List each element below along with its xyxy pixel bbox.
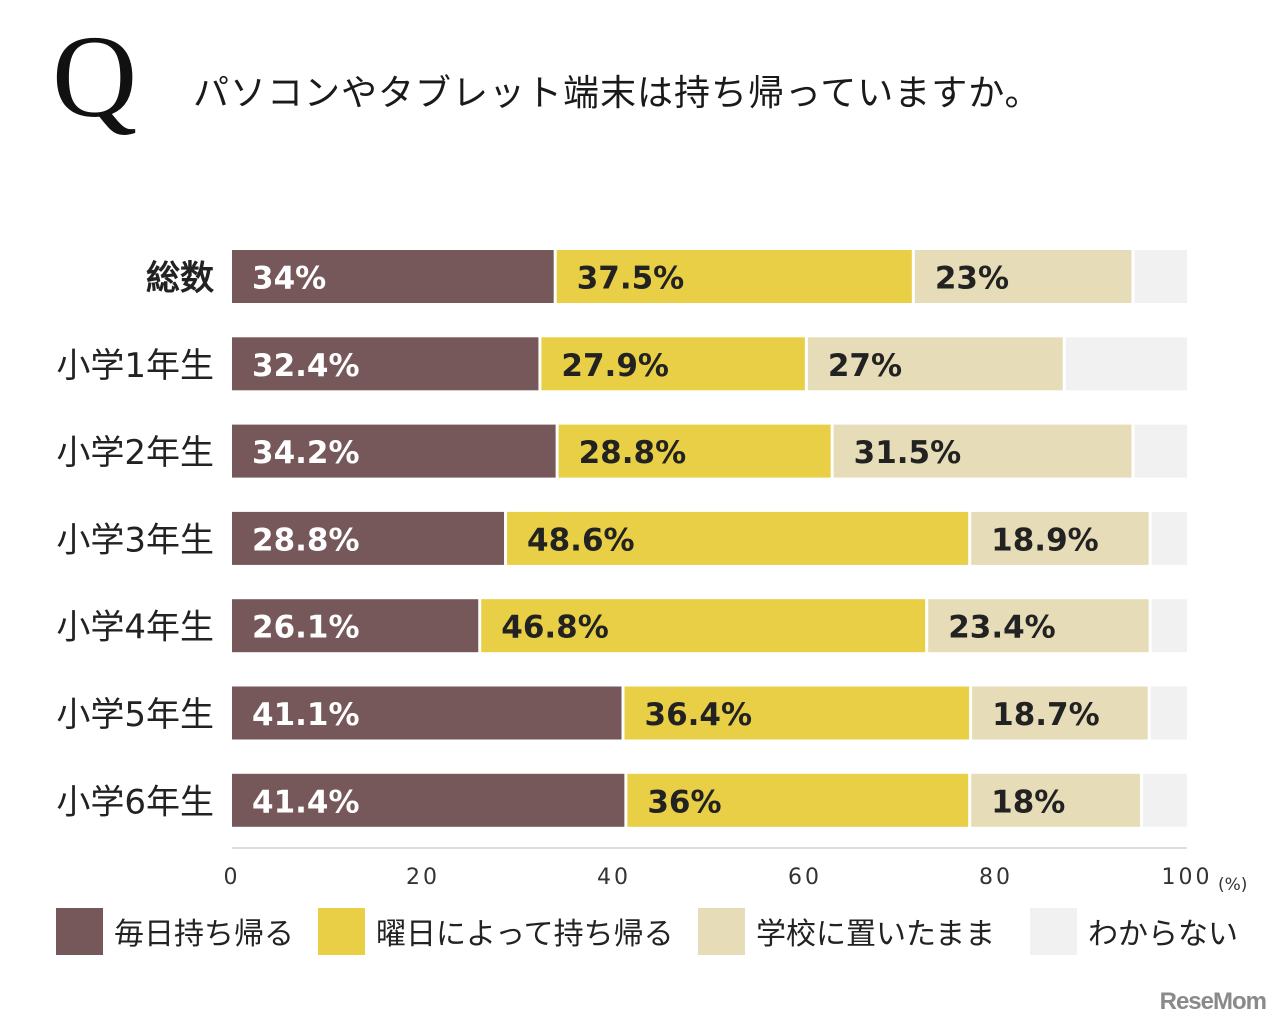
x-unit-label: (%)	[1218, 875, 1247, 895]
category-label: 小学5年生	[56, 695, 214, 735]
bar-segment	[833, 424, 1132, 478]
bar-segment	[481, 599, 926, 653]
bar-segment	[556, 250, 912, 303]
x-tick-label: 40	[597, 865, 631, 890]
bar-segment	[972, 686, 1148, 740]
category-label: 小学6年生	[56, 782, 214, 822]
data-label: 32.4%	[252, 348, 360, 384]
data-label: 23%	[935, 261, 1009, 297]
bar-segment	[1134, 424, 1187, 478]
x-tick-label: 20	[406, 865, 440, 890]
bar-segment	[1151, 511, 1187, 565]
legend-swatch	[1030, 908, 1077, 955]
data-label: 46.8%	[501, 610, 609, 646]
bar-segment	[1150, 686, 1187, 740]
bar-segment	[914, 250, 1132, 303]
data-label: 34.2%	[252, 435, 360, 471]
bar-segment	[232, 511, 505, 565]
bar-segment	[232, 686, 622, 740]
bar-segment	[1065, 337, 1187, 391]
x-tick-label: 60	[788, 865, 822, 890]
data-label: 18.9%	[991, 522, 1099, 558]
data-label: 36.4%	[645, 697, 753, 733]
bar-segment	[928, 599, 1149, 653]
bar-segment	[232, 424, 556, 478]
resemom-logo: ReseMom	[1159, 988, 1267, 1015]
data-label: 34%	[252, 261, 326, 297]
data-label: 31.5%	[854, 435, 962, 471]
legend-swatch	[318, 908, 365, 955]
data-label: 26.1%	[252, 610, 360, 646]
chart-title: パソコンやタブレット端末は持ち帰っていますか。	[193, 73, 1042, 114]
bar-segment	[971, 511, 1149, 565]
bar-segment	[232, 337, 539, 391]
category-label: 小学3年生	[56, 520, 214, 560]
category-label: 小学1年生	[56, 346, 214, 386]
data-label: 41.4%	[252, 784, 360, 820]
bar-segment	[232, 773, 625, 827]
bar-segment	[558, 424, 831, 478]
x-tick-label: 100	[1162, 865, 1213, 890]
question-mark: Q	[52, 11, 138, 142]
category-label: 総数	[146, 259, 214, 299]
bar-segment	[627, 773, 969, 827]
bar-segment	[507, 511, 969, 565]
legend-swatch	[698, 908, 745, 955]
data-label: 23.4%	[948, 610, 1056, 646]
data-label: 27.9%	[561, 348, 669, 384]
bar-segment	[624, 686, 970, 740]
data-label: 48.6%	[527, 522, 635, 558]
bar-segment	[1151, 599, 1187, 653]
legend-label: 曜日によって持ち帰る	[376, 917, 674, 952]
bar-segment	[807, 337, 1063, 391]
bar-segment	[1143, 773, 1187, 827]
data-label: 37.5%	[577, 261, 685, 297]
legend-swatch	[56, 908, 103, 955]
legend-label: 毎日持ち帰る	[114, 917, 294, 952]
category-label: 小学2年生	[56, 433, 214, 473]
data-label: 28.8%	[252, 522, 360, 558]
data-label: 28.8%	[579, 435, 687, 471]
legend-label: わからない	[1088, 917, 1238, 952]
data-label: 36%	[647, 784, 721, 820]
bar-segment	[541, 337, 805, 391]
bar-segment	[1134, 250, 1187, 303]
data-label: 27%	[828, 348, 902, 384]
bar-segment	[232, 599, 479, 653]
category-label: 小学4年生	[56, 608, 214, 648]
data-label: 18.7%	[992, 697, 1100, 733]
bar-segment	[971, 773, 1141, 827]
x-tick-label: 0	[224, 865, 241, 890]
legend-label: 学校に置いたまま	[756, 917, 995, 952]
data-label: 41.1%	[252, 697, 360, 733]
bar-segment	[232, 250, 554, 303]
data-label: 18%	[991, 784, 1065, 820]
x-tick-label: 80	[979, 865, 1013, 890]
